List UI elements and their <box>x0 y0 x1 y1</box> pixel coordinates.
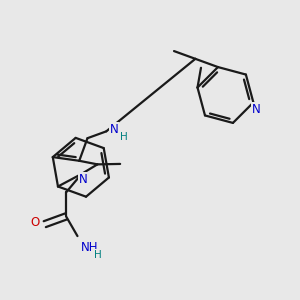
Text: N: N <box>79 173 88 186</box>
Text: NH: NH <box>81 241 98 254</box>
Text: O: O <box>30 216 39 229</box>
Text: H: H <box>94 250 102 260</box>
Text: N: N <box>252 103 261 116</box>
Text: N: N <box>110 123 118 136</box>
Text: H: H <box>120 132 128 142</box>
